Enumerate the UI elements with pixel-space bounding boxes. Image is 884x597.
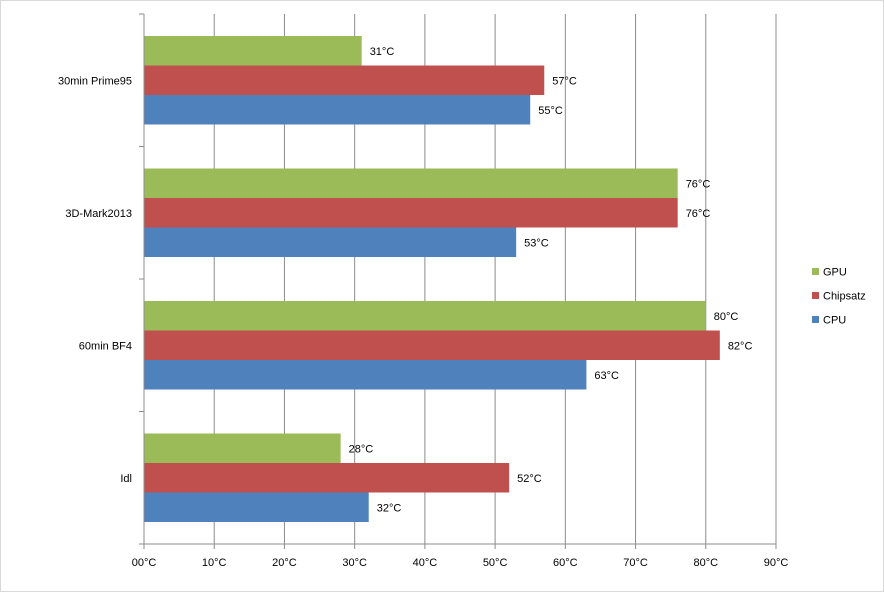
data-label-chipsatz-idl: 52°C xyxy=(517,473,542,485)
bar-gpu-60min-bf4 xyxy=(144,301,706,331)
bar-chipsatz-30min-prime95 xyxy=(144,65,545,95)
data-label-chipsatz-3d-mark2013: 76°C xyxy=(686,208,711,220)
legend-label-chipsatz: Chipsatz xyxy=(823,291,866,303)
bar-cpu-30min-prime95 xyxy=(144,95,531,125)
data-label-chipsatz-30min-prime95: 57°C xyxy=(552,75,577,87)
x-tick-label: 80°C xyxy=(693,557,718,569)
category-label-3d-mark2013: 3D-Mark2013 xyxy=(65,208,132,220)
bar-cpu-idl xyxy=(144,492,369,522)
data-label-chipsatz-60min-bf4: 82°C xyxy=(728,340,753,352)
data-label-gpu-30min-prime95: 31°C xyxy=(370,46,395,58)
data-labels: 31°C 57°C 55°C 76°C 76°C 53°C 80°C 82°C 63°C 28°C… xyxy=(349,46,753,515)
legend-label-gpu: GPU xyxy=(823,267,847,279)
bar-gpu-3d-mark2013 xyxy=(144,168,678,198)
data-label-cpu-30min-prime95: 55°C xyxy=(538,105,563,117)
x-tick-label: 20°C xyxy=(272,557,297,569)
data-label-gpu-3d-mark2013: 76°C xyxy=(686,178,711,190)
bars xyxy=(144,36,720,522)
legend: GPU Chipsatz CPU xyxy=(812,267,866,327)
bar-gpu-30min-prime95 xyxy=(144,36,362,66)
x-tick-label: 00°C xyxy=(132,557,157,569)
bar-chipsatz-3d-mark2013 xyxy=(144,198,678,228)
x-tick-label: 10°C xyxy=(202,557,227,569)
axes: 00°C 10°C 20°C 30°C 40°C 50°C 60°C 70°C 80°C 90°C… xyxy=(58,13,789,569)
data-label-cpu-idl: 32°C xyxy=(377,502,402,514)
data-label-gpu-60min-bf4: 80°C xyxy=(714,311,739,323)
bar-chipsatz-60min-bf4 xyxy=(144,330,720,360)
x-tick-label: 70°C xyxy=(623,557,648,569)
x-tick-label: 60°C xyxy=(553,557,578,569)
legend-label-cpu: CPU xyxy=(823,315,846,327)
category-label-30min-prime95: 30min Prime95 xyxy=(58,75,132,87)
legend-swatch-gpu xyxy=(812,268,819,275)
data-label-cpu-3d-mark2013: 53°C xyxy=(524,237,549,249)
legend-swatch-cpu xyxy=(812,316,819,323)
data-label-gpu-idl: 28°C xyxy=(349,443,374,455)
bar-chipsatz-idl xyxy=(144,463,510,493)
bar-cpu-3d-mark2013 xyxy=(144,227,517,257)
data-label-cpu-60min-bf4: 63°C xyxy=(594,370,619,382)
category-label-60min-bf4: 60min BF4 xyxy=(79,340,132,352)
bar-cpu-60min-bf4 xyxy=(144,360,587,390)
x-tick-label: 90°C xyxy=(764,557,789,569)
bar-gpu-idl xyxy=(144,433,341,463)
legend-swatch-chipsatz xyxy=(812,292,819,299)
category-label-idl: Idl xyxy=(120,473,132,485)
x-tick-label: 40°C xyxy=(413,557,438,569)
x-tick-label: 50°C xyxy=(483,557,508,569)
x-tick-label: 30°C xyxy=(342,557,367,569)
